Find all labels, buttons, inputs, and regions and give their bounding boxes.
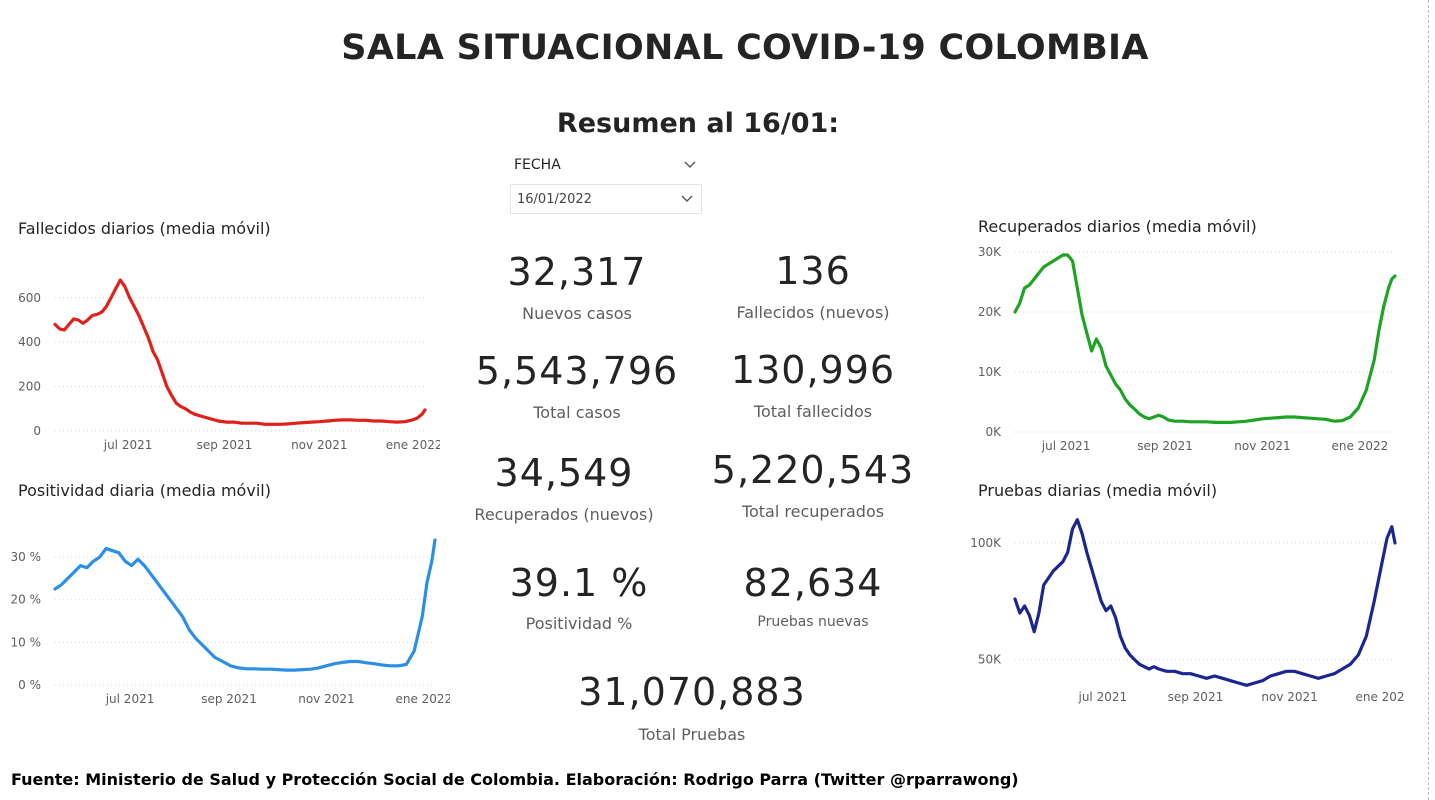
kpi-total-casos-label: Total casos	[533, 403, 621, 422]
x-tick-label: jul 2021	[1041, 439, 1091, 453]
kpi-positividad-value: 39.1 %	[509, 561, 649, 605]
y-tick-label: 20K	[978, 305, 1002, 319]
x-tick-label: nov 2021	[1261, 690, 1317, 704]
date-slicer-dropdown[interactable]	[510, 184, 702, 214]
kpi-pruebas-nuevas-value: 82,634	[743, 561, 883, 605]
kpi-nuevos-casos-value: 32,317	[507, 250, 647, 294]
x-tick-label: jul 2021	[1077, 690, 1127, 704]
page-border	[1428, 0, 1429, 800]
x-tick-label: ene 2022	[1355, 690, 1405, 704]
x-tick-label: ene 2022	[386, 438, 440, 452]
kpi-fallecidos-nuevos-label: Fallecidos (nuevos)	[736, 303, 890, 322]
kpi-total-pruebas-label: Total Pruebas	[638, 725, 746, 744]
y-tick-label: 50K	[978, 653, 1002, 667]
y-tick-label: 600	[18, 291, 41, 305]
kpi-total-fallecidos-label: Total fallecidos	[753, 402, 873, 421]
y-tick-label: 30 %	[11, 550, 42, 564]
x-tick-label: sep 2021	[201, 692, 257, 706]
x-tick-label: jul 2021	[103, 438, 153, 452]
kpi-total-recuperados-label: Total recuperados	[741, 502, 885, 521]
series-line-pruebas[interactable]	[1013, 518, 1397, 687]
date-slicer-value: 16/01/2022	[517, 192, 592, 207]
x-tick-label: nov 2021	[1234, 439, 1290, 453]
chart-fallecidos: 0 200 400 600 jul 2021 sep 2021 nov 2021 ene 20…	[18, 278, 440, 452]
y-tick-label: 10K	[978, 365, 1002, 379]
y-tick-label: 200	[18, 380, 41, 394]
x-tick-label: sep 2021	[197, 438, 253, 452]
chart-pruebas: 50K 100K jul 2021 sep 2021 nov 2021 ene 2022	[970, 518, 1405, 704]
x-tick-label: ene 2022	[1332, 439, 1389, 453]
chevron-down-icon[interactable]	[680, 192, 694, 206]
chart-title-positividad: Positividad diaria (media móvil)	[18, 481, 271, 500]
chart-title-pruebas: Pruebas diarias (media móvil)	[978, 481, 1218, 500]
kpi-fallecidos-nuevos-value: 136	[775, 249, 851, 293]
summary-date-heading: Resumen al 16/01:	[556, 108, 840, 139]
kpi-total-casos-value: 5,543,796	[475, 349, 679, 393]
page-title: SALA SITUACIONAL COVID-19 COLOMBIA	[341, 28, 1149, 68]
x-tick-label: jul 2021	[105, 692, 155, 706]
kpi-recuperados-nuevos-label: Recuperados (nuevos)	[474, 505, 654, 524]
series-line-fallecidos[interactable]	[53, 278, 427, 426]
kpi-positividad-label: Positividad %	[525, 614, 633, 633]
y-tick-label: 30K	[978, 245, 1002, 259]
kpi-total-fallecidos-value: 130,996	[730, 348, 896, 392]
chart-positividad: 0 % 10 % 20 % 30 % jul 2021 sep 2021 nov 2021 e…	[11, 538, 450, 706]
y-tick-label: 0K	[985, 425, 1002, 439]
kpi-total-pruebas-value: 31,070,883	[578, 670, 806, 714]
chart-title-recuperados: Recuperados diarios (media móvil)	[978, 217, 1257, 236]
x-tick-label: ene 2022	[395, 692, 450, 706]
date-slicer-label: FECHA	[514, 157, 561, 173]
chevron-down-icon[interactable]	[683, 158, 697, 172]
y-tick-label: 100K	[970, 536, 1002, 550]
y-tick-label: 0	[33, 424, 41, 438]
series-line-recuperados[interactable]	[1013, 253, 1397, 424]
chart-title-fallecidos: Fallecidos diarios (media móvil)	[18, 219, 271, 238]
x-tick-label: nov 2021	[291, 438, 347, 452]
chart-recuperados: 0K 10K 20K 30K jul 2021 sep 2021 nov 2021 ene 2…	[978, 245, 1397, 453]
kpi-total-recuperados-value: 5,220,543	[711, 448, 915, 492]
x-tick-label: nov 2021	[298, 692, 354, 706]
y-tick-label: 10 %	[11, 635, 42, 649]
kpi-nuevos-casos-label: Nuevos casos	[522, 304, 632, 323]
kpi-recuperados-nuevos-value: 34,549	[494, 451, 634, 495]
x-tick-label: sep 2021	[1137, 439, 1193, 453]
x-tick-label: sep 2021	[1168, 690, 1224, 704]
kpi-pruebas-nuevas-label: Pruebas nuevas	[757, 614, 869, 630]
y-tick-label: 0 %	[18, 678, 41, 692]
y-tick-label: 20 %	[11, 593, 42, 607]
y-tick-label: 400	[18, 335, 41, 349]
series-line-positividad[interactable]	[53, 538, 437, 672]
source-footer: Fuente: Ministerio de Salud y Protección…	[11, 770, 1019, 789]
